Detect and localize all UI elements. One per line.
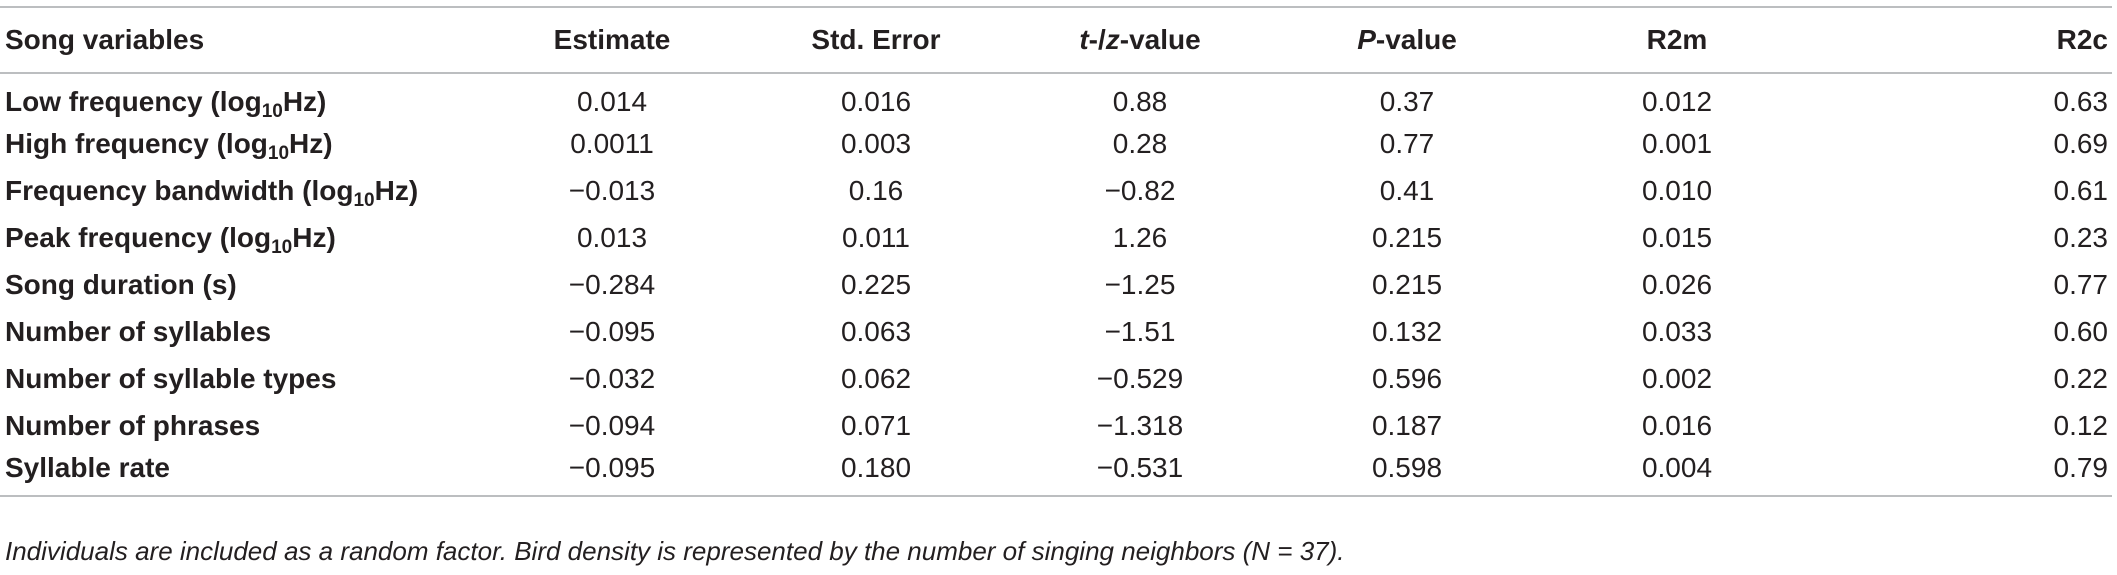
cell-t-z-value: −0.529 [1096,362,1184,394]
cell-r2c: 0.69 [2053,127,2109,159]
cell-r2c: 0.79 [2053,452,2109,483]
row-variable-name: Frequency bandwidth (log10Hz) [5,174,419,211]
header-p-value: P-value [1357,24,1457,55]
cell-std-error: 0.062 [840,362,912,394]
cell-r2c: 0.23 [2053,221,2109,253]
cell-t-z-value: 1.26 [1112,221,1168,253]
cell-r2m: 0.012 [1641,86,1713,117]
cell-std-error: 0.180 [840,452,912,483]
table-row: Peak frequency (log10Hz) 0.013 0.011 1.26 0.… [0,214,2112,261]
cell-std-error: 0.011 [842,221,910,253]
cell-t-z-value: −1.51 [1104,315,1176,347]
cell-r2m: 0.002 [1641,362,1713,394]
row-variable-name: Peak frequency (log10Hz) [5,221,336,258]
table-row: Frequency bandwidth (log10Hz) −0.013 0.16 −… [0,167,2112,214]
cell-r2m: 0.001 [1641,127,1713,159]
cell-p-value: 0.37 [1379,86,1435,117]
cell-p-value: 0.215 [1371,221,1443,253]
row-variable-name: Number of syllable types [5,362,337,394]
row-variable-name: Number of phrases [5,409,261,441]
cell-t-z-value: 0.28 [1112,127,1168,159]
cell-estimate: −0.032 [568,362,656,394]
cell-r2c: 0.12 [2053,409,2109,441]
table-row: High frequency (log10Hz) 0.0011 0.003 0.28 0… [0,120,2112,167]
cell-std-error: 0.16 [848,174,904,206]
table-body: Low frequency (log10Hz) 0.014 0.016 0.88 0.3… [0,73,2112,496]
table-row: Number of phrases −0.094 0.071 −1.318 0.187 0… [0,402,2112,449]
cell-r2c: 0.60 [2053,315,2109,347]
table-footnote: Individuals are included as a random fac… [5,536,1345,566]
cell-std-error: 0.063 [840,315,912,347]
cell-t-z-value: −1.318 [1096,409,1184,441]
song-variables-table: Song variables Estimate Std. Error t-/z-… [0,6,2112,497]
cell-std-error: 0.016 [840,86,912,117]
cell-r2m: 0.010 [1641,174,1713,206]
cell-p-value: 0.598 [1371,452,1443,483]
table-row: Low frequency (log10Hz) 0.014 0.016 0.88 0.3… [0,73,2112,122]
table-row: Number of syllables −0.095 0.063 −1.51 0.132… [0,308,2112,355]
cell-r2c: 0.22 [2053,362,2109,394]
cell-estimate: −0.284 [568,268,656,300]
cell-p-value: 0.77 [1379,127,1435,159]
cell-r2m: 0.016 [1641,409,1713,441]
table-header: Song variables Estimate Std. Error t-/z-… [0,7,2112,73]
cell-t-z-value: −0.531 [1096,452,1184,483]
header-song-variables: Song variables [5,24,205,55]
cell-std-error: 0.003 [840,127,912,159]
cell-r2m: 0.004 [1641,452,1713,483]
cell-std-error: 0.071 [840,409,912,441]
cell-p-value: 0.596 [1371,362,1443,394]
cell-r2m: 0.033 [1641,315,1713,347]
cell-p-value: 0.215 [1371,268,1443,300]
cell-r2c: 0.61 [2053,174,2109,206]
cell-estimate: −0.095 [568,452,656,483]
header-r2c: R2c [2056,24,2108,55]
row-variable-name: Low frequency (log10Hz) [5,86,327,122]
cell-r2c: 0.63 [2053,86,2109,117]
cell-p-value: 0.132 [1371,315,1443,347]
cell-p-value: 0.187 [1371,409,1443,441]
cell-r2m: 0.026 [1641,268,1713,300]
cell-p-value: 0.41 [1379,174,1435,206]
cell-estimate: 0.014 [576,86,648,117]
cell-t-z-value: −1.25 [1104,268,1176,300]
table-row: Syllable rate −0.095 0.180 −0.531 0.598 0.004… [0,449,2112,496]
header-row: Song variables Estimate Std. Error t-/z-… [0,7,2112,73]
cell-std-error: 0.225 [840,268,912,300]
cell-t-z-value: −0.82 [1104,174,1176,206]
row-variable-name: Number of syllables [5,315,272,347]
cell-estimate: −0.013 [568,174,656,206]
cell-r2m: 0.015 [1641,221,1713,253]
cell-estimate: −0.094 [568,409,656,441]
table-row: Number of syllable types −0.032 0.062 −0.52… [0,355,2112,402]
table-row: Song duration (s) −0.284 0.225 −1.25 0.215 0.… [0,261,2112,308]
row-variable-name: High frequency (log10Hz) [5,127,333,164]
row-variable-name: Song duration (s) [5,268,237,300]
cell-t-z-value: 0.88 [1112,86,1168,117]
cell-estimate: 0.0011 [570,127,654,159]
row-variable-name: Syllable rate [5,452,170,483]
header-r2m: R2m [1646,24,1708,55]
cell-estimate: 0.013 [576,221,648,253]
cell-r2c: 0.77 [2053,268,2109,300]
header-std-error: Std. Error [811,24,941,55]
cell-estimate: −0.095 [568,315,656,347]
header-estimate: Estimate [553,24,671,55]
header-t-z-value: t-/z-value [1079,24,1201,55]
